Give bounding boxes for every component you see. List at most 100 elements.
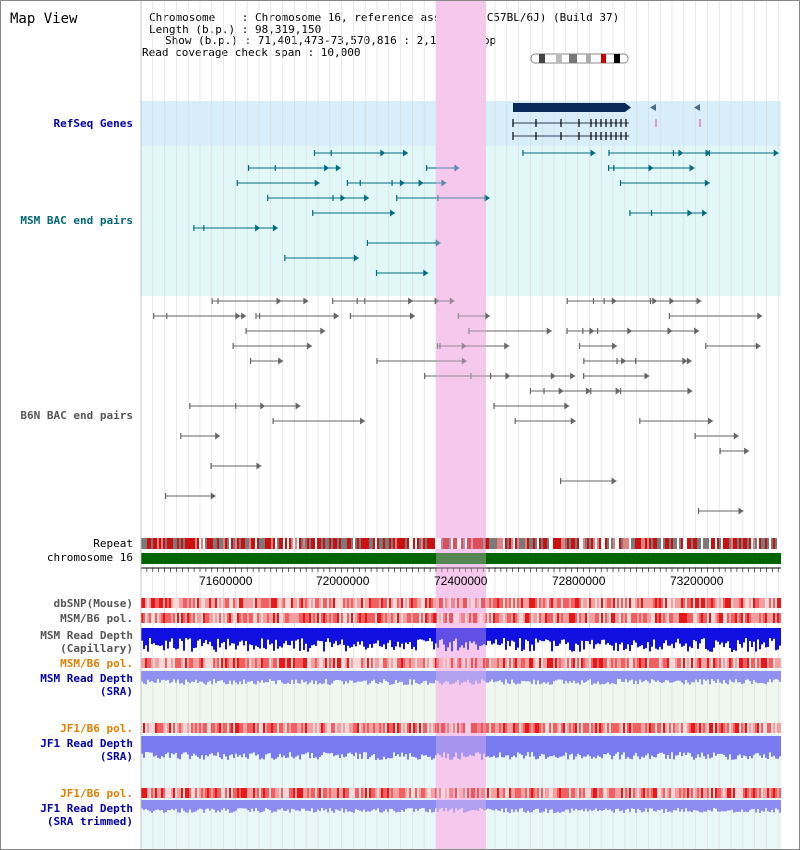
jf1-sra-depth xyxy=(369,736,371,758)
msm-capillary-depth xyxy=(699,628,701,644)
track-label-msm-depth-sra[interactable]: MSM Read Depth xyxy=(40,672,133,685)
jf1-sra-depth xyxy=(253,736,255,753)
dbsnp-cell xyxy=(757,598,759,608)
msm-sra-depth xyxy=(635,671,637,681)
msm-sra-depth xyxy=(399,671,401,682)
jf1-b6-pol-cell xyxy=(567,788,569,798)
jf1-trimmed-depth xyxy=(169,800,171,811)
msm-b6-pol-cell xyxy=(495,658,497,668)
msm-b6-pol-cell xyxy=(423,613,425,623)
track-label-jf1-b6-pol-2[interactable]: JF1/B6 pol. xyxy=(60,787,133,800)
msm-sra-depth xyxy=(151,671,153,682)
msm-b6-pol-cell xyxy=(323,658,325,668)
msm-b6-pol-cell xyxy=(183,658,185,668)
dbsnp-cell xyxy=(187,598,189,608)
jf1-sra-depth xyxy=(221,736,223,760)
jf1-trimmed-depth xyxy=(447,800,449,812)
msm-b6-pol-cell xyxy=(709,658,711,668)
jf1-trimmed-depth xyxy=(729,800,731,811)
track-label-msm-b6-pol-2[interactable]: MSM/B6 pol. xyxy=(60,657,133,670)
dbsnp-cell xyxy=(451,598,453,608)
track-label-dbsnp[interactable]: dbSNP(Mouse) xyxy=(53,597,133,610)
msm-sra-depth xyxy=(229,671,231,681)
msm-sra-depth xyxy=(699,671,701,680)
jf1-b6-pol-cell xyxy=(727,723,729,733)
jf1-b6-pol-cell xyxy=(381,788,383,798)
msm-b6-pol-cell xyxy=(485,658,487,668)
jf1-trimmed-depth xyxy=(719,800,721,812)
msm-sra-depth xyxy=(751,671,753,685)
msm-b6-pol-cell xyxy=(349,613,351,623)
repeat-element xyxy=(449,538,451,549)
repeat-element xyxy=(289,538,291,549)
msm-b6-pol-cell xyxy=(553,658,555,668)
jf1-trimmed-depth xyxy=(189,800,191,810)
msm-sra-depth xyxy=(367,671,369,685)
msm-b6-pol-cell xyxy=(153,658,155,668)
msm-b6-pol-cell xyxy=(631,613,633,623)
jf1-sra-depth xyxy=(319,736,321,757)
jf1-b6-pol-cell xyxy=(697,723,699,733)
repeat-element xyxy=(457,538,459,549)
track-label-jf1-depth-trim[interactable]: JF1 Read Depth xyxy=(40,802,133,815)
dbsnp-cell xyxy=(245,598,247,608)
track-label-b6n-bac[interactable]: B6N BAC end pairs xyxy=(20,409,133,422)
dbsnp-cell xyxy=(629,598,631,608)
jf1-sra-depth xyxy=(309,736,311,759)
jf1-b6-pol-cell xyxy=(527,788,529,798)
dbsnp-cell xyxy=(181,598,183,608)
dbsnp-cell xyxy=(441,598,443,608)
track-label-msm-depth-cap[interactable]: MSM Read Depth xyxy=(40,629,133,642)
msm-capillary-depth xyxy=(707,628,709,651)
jf1-sra-depth xyxy=(179,736,181,760)
jf1-trimmed-depth xyxy=(257,800,259,812)
msm-sra-depth xyxy=(393,671,395,684)
track-label-chromosome[interactable]: chromosome 16 xyxy=(46,551,133,564)
jf1-b6-pol-cell xyxy=(473,723,475,733)
repeat-element xyxy=(519,538,521,549)
msm-b6-pol-cell xyxy=(517,658,519,668)
b6n-bac-pair-arrow xyxy=(708,417,714,425)
jf1-trimmed-depth xyxy=(771,800,773,810)
jf1-b6-pol-cell xyxy=(201,723,203,733)
jf1-trimmed-depth xyxy=(299,800,301,812)
jf1-b6-pol-cell xyxy=(333,723,335,733)
msm-b6-pol-cell xyxy=(217,658,219,668)
msm-sra-depth xyxy=(763,671,765,684)
jf1-b6-pol-cell xyxy=(161,723,163,733)
repeat-element xyxy=(667,538,669,549)
jf1-b6-pol-cell xyxy=(369,723,371,733)
msm-capillary-depth xyxy=(167,628,169,649)
jf1-b6-pol-cell xyxy=(401,723,403,733)
track-label-jf1-depth-sra[interactable]: JF1 Read Depth xyxy=(40,737,133,750)
msm-b6-pol-cell xyxy=(267,613,269,623)
jf1-b6-pol-cell xyxy=(645,723,647,733)
msm-capillary-depth xyxy=(207,628,209,645)
jf1-b6-pol-cell xyxy=(671,723,673,733)
msm-b6-pol-cell xyxy=(573,613,575,623)
repeat-element xyxy=(647,538,649,549)
msm-capillary-depth xyxy=(479,628,481,646)
jf1-sra-depth xyxy=(269,736,271,754)
jf1-sra-depth xyxy=(275,736,277,759)
jf1-b6-pol-cell xyxy=(159,788,161,798)
msm-b6-pol-cell xyxy=(363,613,365,623)
jf1-b6-pol-cell xyxy=(377,788,379,798)
repeat-element xyxy=(553,538,555,549)
dbsnp-cell xyxy=(723,598,725,608)
track-label-repeat[interactable]: Repeat xyxy=(93,537,133,550)
track-label-jf1-b6-pol-1[interactable]: JF1/B6 pol. xyxy=(60,722,133,735)
msm-b6-pol-cell xyxy=(421,658,423,668)
msm-capillary-depth xyxy=(505,628,507,650)
msm-b6-pol-cell xyxy=(553,613,555,623)
repeat-element xyxy=(263,538,265,549)
msm-sra-depth xyxy=(371,671,373,681)
track-label-msm-bac[interactable]: MSM BAC end pairs xyxy=(20,214,133,227)
msm-capillary-depth xyxy=(159,628,161,646)
track-label-refseq[interactable]: RefSeq Genes xyxy=(53,117,133,130)
msm-capillary-depth xyxy=(579,628,581,652)
track-label-msm-b6-pol-1[interactable]: MSM/B6 pol. xyxy=(60,612,133,625)
b6n-bac-pair-arrow xyxy=(320,327,326,335)
msm-b6-pol-cell xyxy=(681,658,683,668)
